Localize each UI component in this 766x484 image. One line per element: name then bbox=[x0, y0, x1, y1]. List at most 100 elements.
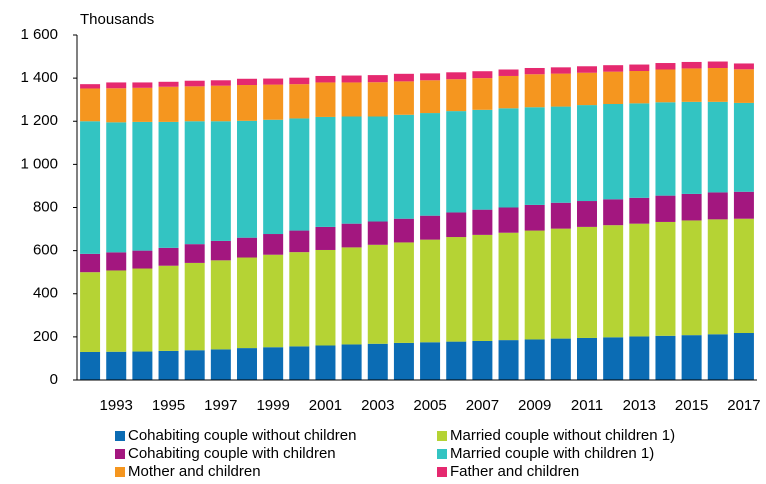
bar-segment bbox=[393, 114, 414, 219]
bar-segment bbox=[577, 337, 597, 380]
bar-segment bbox=[707, 334, 728, 380]
bar-segment bbox=[498, 232, 519, 341]
bar-segment bbox=[577, 105, 597, 202]
bar-segment bbox=[315, 116, 336, 227]
bar-segment bbox=[132, 82, 153, 88]
bar-segment bbox=[263, 119, 284, 235]
bar-segment bbox=[603, 225, 624, 338]
bar-segment bbox=[524, 67, 545, 75]
bar-segment bbox=[315, 345, 336, 380]
x-tick-label: 2013 bbox=[623, 397, 656, 414]
legend-swatch bbox=[437, 467, 447, 477]
bar-segment bbox=[524, 230, 545, 340]
bar-segment bbox=[733, 102, 754, 192]
bar-segment bbox=[629, 197, 650, 224]
bar-segment bbox=[341, 82, 362, 117]
x-tick-label: 1993 bbox=[100, 397, 133, 414]
bar-segment bbox=[289, 230, 310, 253]
bar-segment bbox=[603, 71, 624, 104]
bar-segment bbox=[341, 344, 362, 380]
bar-segment bbox=[707, 219, 728, 335]
x-tick-label: 1999 bbox=[256, 397, 289, 414]
bar-segment bbox=[550, 338, 571, 380]
bar-segment bbox=[315, 226, 336, 250]
bar-segment bbox=[577, 72, 597, 106]
bar-segment bbox=[210, 85, 231, 122]
bar-segment bbox=[106, 270, 127, 352]
bar-segment bbox=[132, 121, 153, 251]
bar-segment bbox=[158, 81, 179, 87]
legend: Cohabiting couple without children Marrie… bbox=[115, 427, 675, 480]
bar-segment bbox=[263, 347, 284, 380]
bar-segment bbox=[655, 335, 676, 380]
legend-label: Mother and children bbox=[128, 463, 261, 480]
bar-segment bbox=[550, 67, 571, 74]
bar-segment bbox=[210, 240, 231, 261]
bar-segment bbox=[263, 254, 284, 348]
bar-segment bbox=[158, 247, 179, 266]
bar-segment bbox=[446, 79, 467, 112]
bar-segment bbox=[681, 193, 702, 221]
bar-segment bbox=[393, 242, 414, 343]
bar-segment bbox=[80, 253, 101, 273]
bar-segment bbox=[263, 78, 284, 85]
bar-segment bbox=[681, 101, 702, 194]
y-tick-label: 800 bbox=[33, 198, 58, 215]
bar-segment bbox=[237, 237, 257, 258]
bar-segment bbox=[132, 87, 153, 122]
legend-label: Father and children bbox=[450, 463, 579, 480]
bar-segment bbox=[472, 71, 493, 79]
bar-segment bbox=[577, 66, 597, 73]
bar-segment bbox=[446, 237, 467, 342]
legend-swatch bbox=[437, 431, 447, 441]
bar-segment bbox=[289, 252, 310, 347]
bar-segment bbox=[681, 68, 702, 102]
bar-segment bbox=[629, 64, 650, 72]
bar-segment bbox=[733, 69, 754, 103]
bar-segment bbox=[707, 192, 728, 220]
bar-segment bbox=[420, 215, 441, 240]
bar-segment bbox=[367, 82, 388, 117]
bar-segment bbox=[341, 247, 362, 345]
y-tick-label: 1 600 bbox=[20, 26, 58, 43]
bar-segment bbox=[472, 78, 493, 110]
legend-label: Cohabiting couple with children bbox=[128, 445, 336, 462]
bar-segment bbox=[158, 86, 179, 122]
bar-segment bbox=[80, 121, 101, 254]
bar-segment bbox=[524, 74, 545, 108]
bar-segment bbox=[263, 234, 284, 255]
bar-segment bbox=[341, 223, 362, 248]
bar-segment bbox=[603, 337, 624, 380]
bar-segment bbox=[106, 252, 127, 271]
bar-segment bbox=[80, 272, 101, 352]
bar-segment bbox=[629, 103, 650, 198]
x-tick-label: 2001 bbox=[309, 397, 342, 414]
bar-segment bbox=[80, 88, 101, 122]
bar-segment bbox=[132, 250, 153, 269]
bar-segment bbox=[263, 84, 284, 120]
bar-segment bbox=[393, 218, 414, 243]
y-tick-label: 1 400 bbox=[20, 69, 58, 86]
legend-label: Cohabiting couple without children bbox=[128, 427, 356, 444]
bar-segment bbox=[184, 244, 205, 263]
y-tick-label: 200 bbox=[33, 328, 58, 345]
bar-segment bbox=[393, 73, 414, 82]
bar-segment bbox=[446, 212, 467, 238]
x-tick-label: 1995 bbox=[152, 397, 185, 414]
bar-segment bbox=[184, 80, 205, 87]
bar-segment bbox=[210, 121, 231, 241]
bar-segment bbox=[420, 73, 441, 81]
legend-label: Married couple with children 1) bbox=[450, 445, 654, 462]
bar-segment bbox=[550, 228, 571, 339]
bar-segment bbox=[289, 118, 310, 231]
bar-segment bbox=[577, 226, 597, 338]
bar-segment bbox=[524, 107, 545, 205]
bar-segment bbox=[655, 102, 676, 196]
y-tick-label: 600 bbox=[33, 242, 58, 259]
bar-segment bbox=[132, 268, 153, 352]
x-tick-label: 2009 bbox=[518, 397, 551, 414]
bar-segment bbox=[681, 61, 702, 69]
y-tick-label: 400 bbox=[33, 285, 58, 302]
bar-segment bbox=[341, 116, 362, 224]
